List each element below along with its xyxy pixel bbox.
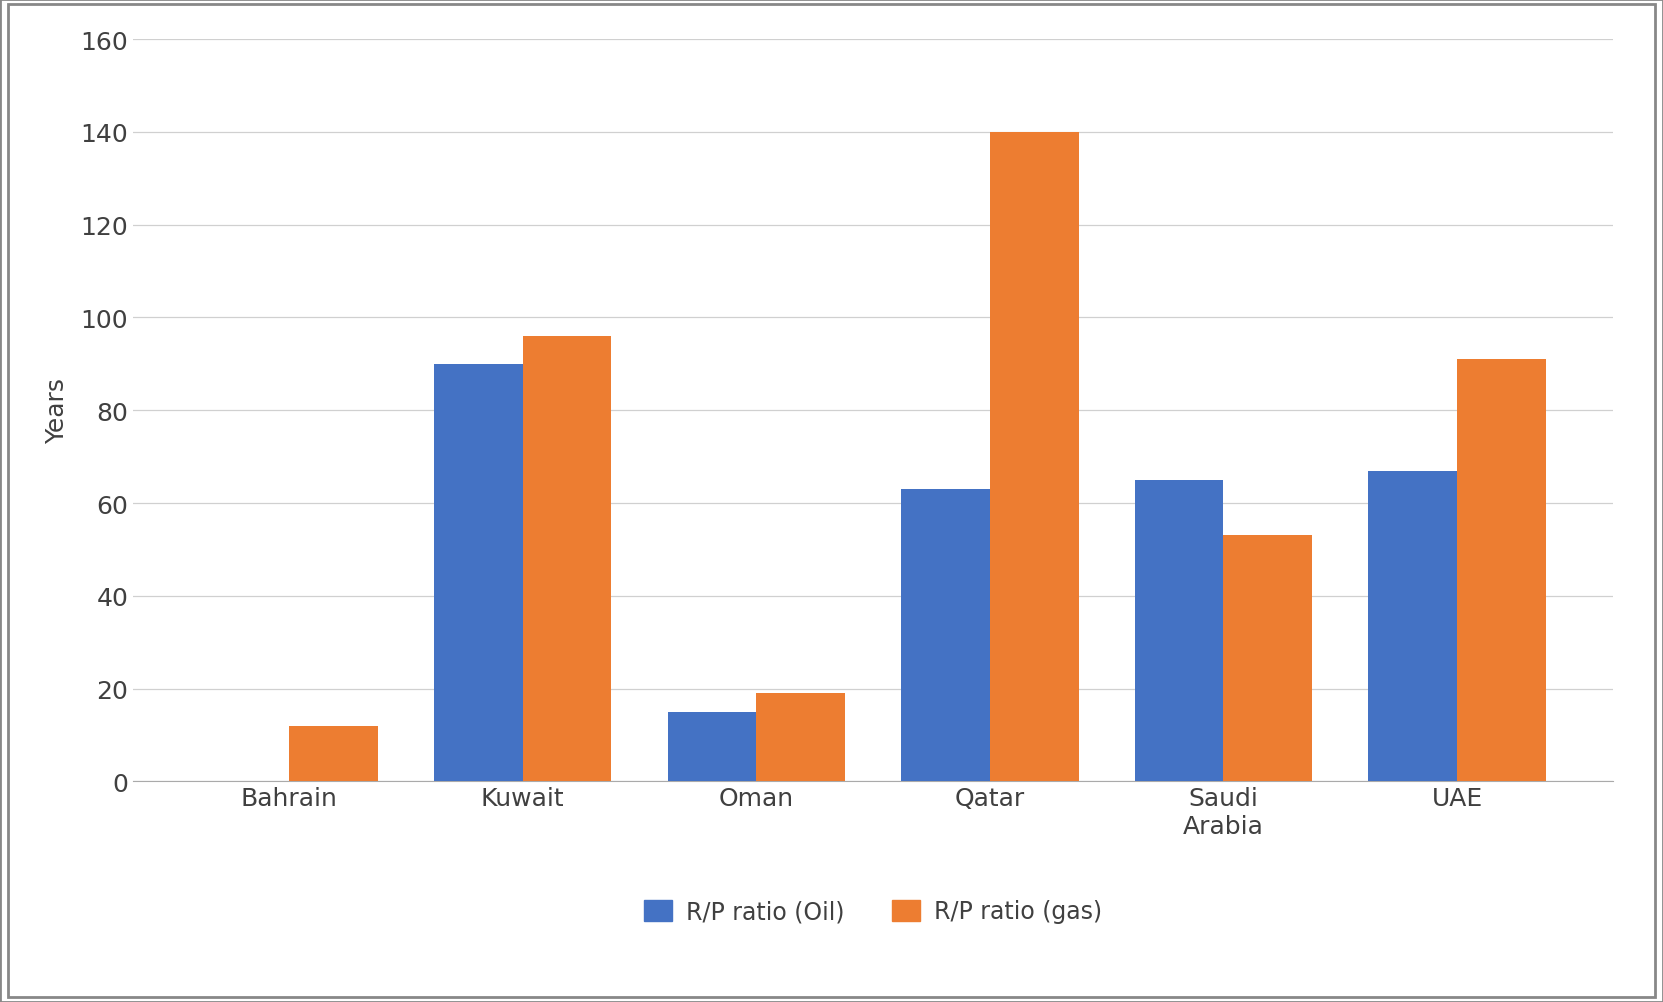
Bar <box>1134 480 1224 782</box>
Bar <box>757 693 845 782</box>
Legend: R/P ratio (Oil), R/P ratio (gas): R/P ratio (Oil), R/P ratio (gas) <box>634 890 1113 933</box>
Bar <box>1369 471 1457 782</box>
Bar <box>1457 360 1547 782</box>
Bar <box>434 365 522 782</box>
Bar <box>289 725 378 782</box>
Bar <box>901 490 989 782</box>
Bar <box>989 132 1079 782</box>
Bar <box>1224 536 1312 782</box>
Bar <box>667 712 757 782</box>
Bar <box>522 337 612 782</box>
Y-axis label: Years: Years <box>45 378 70 444</box>
